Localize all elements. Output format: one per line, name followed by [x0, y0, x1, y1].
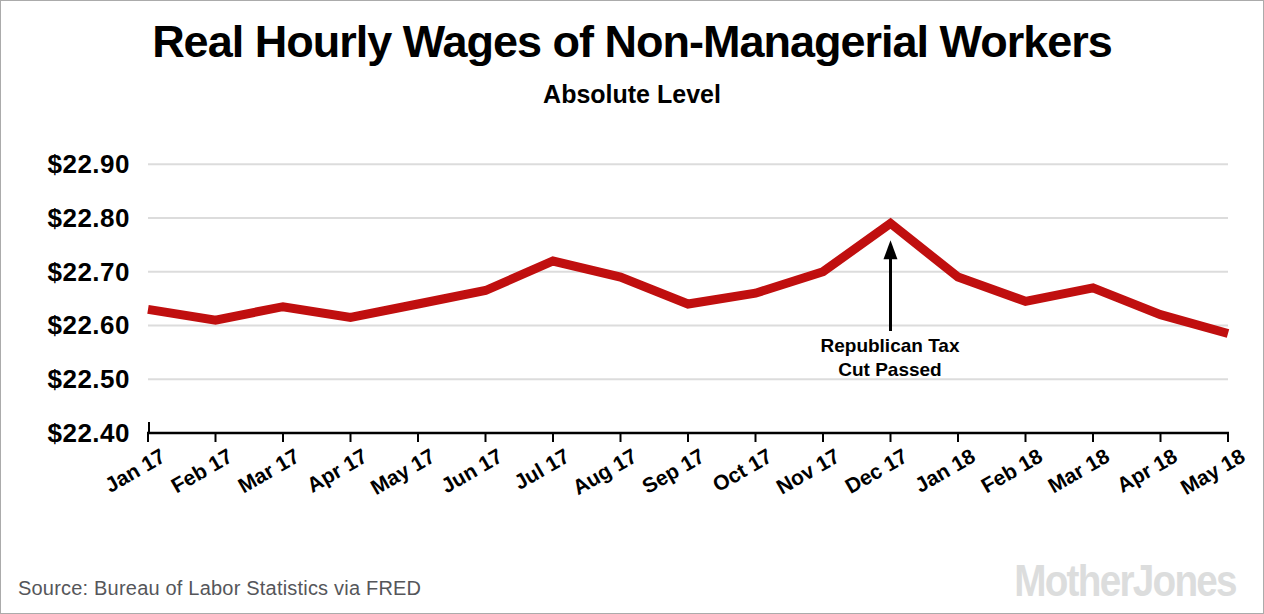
annotation-arrow-head	[884, 240, 898, 259]
y-tick-label: $22.50	[47, 364, 130, 394]
y-tick-label: $22.90	[47, 149, 130, 179]
wage-line-chart	[0, 0, 1264, 614]
y-tick-label: $22.70	[47, 257, 130, 287]
wage-line	[148, 223, 1228, 333]
annotation-line-2: Cut Passed	[775, 358, 1005, 382]
y-tick-label: $22.40	[47, 418, 130, 448]
mother-jones-logo: MotherJones	[1014, 556, 1236, 606]
chart-page: { "header": { "title": "Real Hourly Wage…	[0, 0, 1264, 614]
source-credit: Source: Bureau of Labor Statistics via F…	[18, 577, 421, 600]
tax-cut-annotation: Republican Tax Cut Passed	[775, 334, 1005, 382]
y-tick-label: $22.80	[47, 203, 130, 233]
annotation-line-1: Republican Tax	[775, 334, 1005, 358]
y-tick-label: $22.60	[47, 310, 130, 340]
